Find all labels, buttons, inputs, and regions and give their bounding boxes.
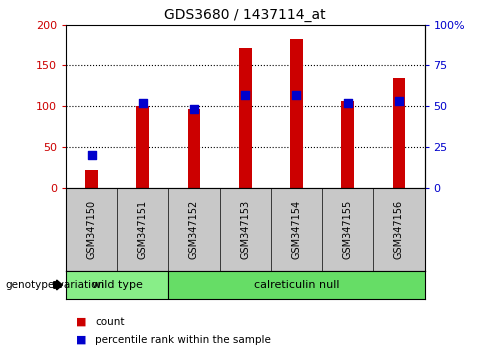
Bar — [136, 106, 149, 188]
Bar — [187, 109, 201, 188]
Text: GSM347151: GSM347151 — [138, 200, 148, 259]
Text: ■: ■ — [76, 335, 86, 345]
Text: GSM347156: GSM347156 — [394, 200, 404, 259]
Bar — [290, 39, 303, 188]
Point — [139, 100, 147, 106]
Point — [88, 152, 96, 158]
Point — [242, 92, 249, 98]
Text: calreticulin null: calreticulin null — [254, 280, 339, 290]
Text: GSM347152: GSM347152 — [189, 200, 199, 259]
Bar — [239, 47, 252, 188]
Bar — [66, 271, 168, 299]
Point — [190, 107, 198, 112]
Point — [344, 100, 352, 106]
Bar — [85, 170, 98, 188]
Text: GSM347155: GSM347155 — [343, 200, 353, 259]
Point — [293, 92, 301, 98]
Text: percentile rank within the sample: percentile rank within the sample — [95, 335, 271, 345]
Text: GSM347154: GSM347154 — [291, 200, 302, 259]
Text: GSM347153: GSM347153 — [240, 200, 250, 259]
Bar — [341, 101, 354, 188]
Bar — [392, 78, 406, 188]
Text: genotype/variation: genotype/variation — [5, 280, 104, 290]
Text: count: count — [95, 317, 124, 327]
Point — [395, 98, 403, 104]
Text: wild type: wild type — [92, 280, 142, 290]
Bar — [168, 271, 425, 299]
Text: GSM347150: GSM347150 — [86, 200, 97, 259]
Text: ■: ■ — [76, 317, 86, 327]
Title: GDS3680 / 1437114_at: GDS3680 / 1437114_at — [164, 8, 326, 22]
